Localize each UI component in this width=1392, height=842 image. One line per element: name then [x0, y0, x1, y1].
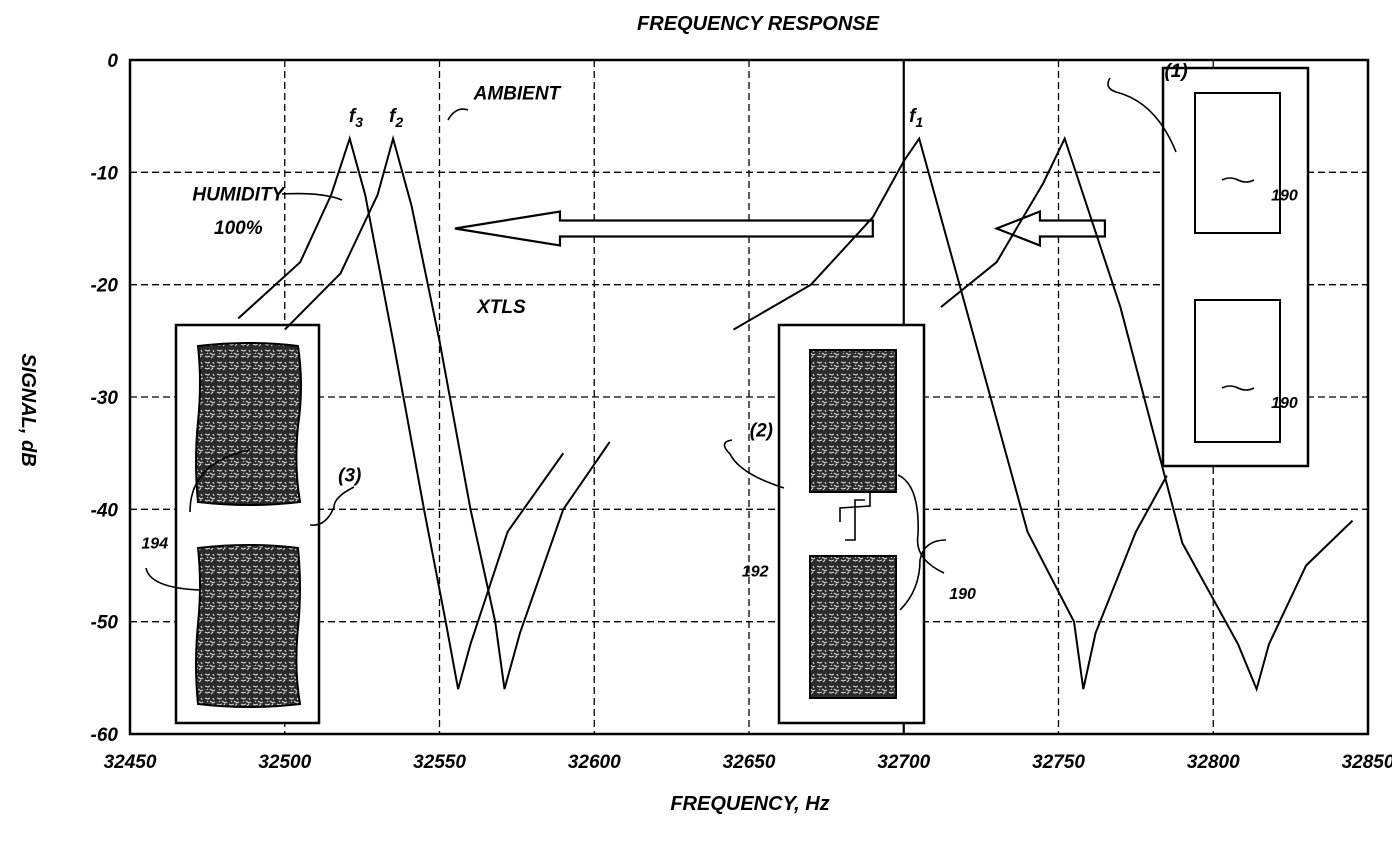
annotation-label: 190	[949, 586, 976, 603]
annotation-label: 100%	[214, 218, 263, 239]
chart-title: FREQUENCY RESPONSE	[637, 13, 880, 35]
shift-arrows	[454, 209, 1107, 248]
sensor-element-2b	[809, 555, 897, 699]
annotation-label: (3)	[338, 465, 361, 486]
y-tick-label: -30	[91, 388, 119, 409]
x-tick-label: 32500	[258, 752, 311, 773]
inset-sensor-3	[174, 323, 321, 725]
shift-arrow	[993, 209, 1107, 248]
y-tick-label: -50	[91, 613, 119, 634]
x-tick-label: 32800	[1187, 752, 1240, 773]
x-tick-label: 32450	[104, 752, 157, 773]
series-line	[237, 135, 565, 690]
leader-lines	[145, 77, 1177, 611]
annotation-label: f3	[349, 106, 363, 130]
annotation-labels: f3 f2 f1 AMBIENT HUMIDITY 100% XTLS (1) (2) (3) 19…	[141, 61, 1297, 603]
annotation-label: (2)	[750, 420, 773, 441]
y-tick-label: -20	[91, 276, 119, 297]
annotation-label: XTLS	[476, 297, 526, 318]
sensor-element-3b	[195, 544, 302, 708]
x-tick-label: 32650	[723, 752, 776, 773]
sensor-element-2a	[809, 349, 897, 493]
x-tick-label: 32850	[1342, 752, 1392, 773]
sensor-element-1a	[1194, 92, 1281, 234]
y-tick-label: 0	[107, 51, 118, 72]
series-curves	[237, 134, 1354, 693]
annotation-label: f1	[909, 106, 923, 130]
annotation-label: 192	[742, 564, 769, 581]
x-tick-label: 32700	[877, 752, 930, 773]
annotation-label: (1)	[1164, 61, 1187, 82]
series-line	[732, 136, 1168, 690]
annotation-label: AMBIENT	[473, 83, 562, 104]
sensor-element-3a	[195, 342, 302, 506]
tick-labels: 32450 32500 32550 32600 32650 32700 32750 32800…	[91, 51, 1392, 773]
y-tick-label: -40	[91, 500, 119, 521]
annotation-label: 190	[1271, 187, 1298, 204]
y-axis-title: SIGNAL, dB	[17, 353, 39, 466]
x-tick-label: 32750	[1032, 752, 1085, 773]
y-tick-label: -10	[91, 163, 119, 184]
x-tick-label: 32550	[413, 752, 466, 773]
annotation-label: f2	[389, 106, 403, 130]
sensor-element-1b	[1194, 299, 1281, 443]
annotation-label: 190	[1271, 395, 1298, 412]
x-axis-title: FREQUENCY, Hz	[670, 793, 829, 815]
series-line	[940, 135, 1354, 693]
shift-arrow	[454, 210, 874, 247]
inset-sensor-1	[1161, 66, 1310, 468]
annotation-label: 194	[141, 536, 168, 553]
y-tick-label: -60	[91, 725, 119, 746]
annotation-label: HUMIDITY	[192, 184, 286, 205]
series-line	[284, 134, 611, 690]
inset-sensor-2	[777, 323, 926, 725]
x-tick-label: 32600	[568, 752, 621, 773]
